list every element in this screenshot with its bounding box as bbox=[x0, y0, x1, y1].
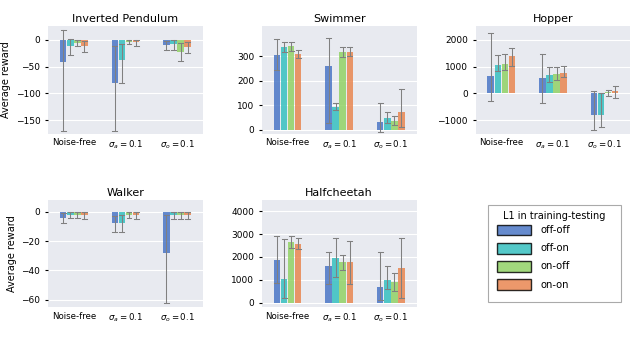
Bar bbox=[384, 118, 390, 130]
Bar bbox=[81, 212, 88, 215]
FancyBboxPatch shape bbox=[497, 261, 531, 272]
Bar bbox=[177, 212, 184, 215]
Bar bbox=[60, 212, 67, 217]
Bar bbox=[325, 265, 332, 303]
FancyBboxPatch shape bbox=[497, 279, 531, 290]
Bar bbox=[377, 122, 383, 130]
Bar bbox=[74, 40, 81, 43]
Bar bbox=[339, 262, 346, 303]
Bar bbox=[332, 258, 339, 303]
FancyBboxPatch shape bbox=[488, 205, 621, 302]
Bar bbox=[391, 120, 397, 130]
Bar bbox=[502, 64, 508, 94]
Bar bbox=[184, 212, 191, 215]
Bar bbox=[125, 40, 132, 42]
Bar bbox=[67, 40, 74, 46]
Bar bbox=[133, 40, 140, 42]
Bar bbox=[325, 66, 332, 130]
Bar bbox=[81, 40, 88, 46]
Bar bbox=[170, 212, 177, 215]
Bar bbox=[539, 78, 545, 94]
Bar bbox=[125, 212, 132, 215]
Y-axis label: Average reward: Average reward bbox=[7, 215, 17, 292]
Bar bbox=[111, 212, 118, 223]
Bar bbox=[391, 282, 397, 303]
Title: Walker: Walker bbox=[106, 188, 145, 198]
Bar bbox=[398, 268, 404, 303]
Title: Halfcheetah: Halfcheetah bbox=[305, 188, 373, 198]
Bar bbox=[377, 287, 383, 303]
Bar bbox=[281, 47, 287, 130]
FancyBboxPatch shape bbox=[497, 225, 531, 235]
Bar bbox=[274, 261, 280, 303]
Bar bbox=[347, 262, 353, 303]
Bar bbox=[384, 280, 390, 303]
Text: L1 in training-testing: L1 in training-testing bbox=[504, 211, 606, 221]
Bar bbox=[295, 244, 301, 303]
Bar bbox=[488, 76, 494, 94]
Text: off-on: off-on bbox=[541, 243, 570, 253]
Bar bbox=[398, 112, 404, 130]
Bar bbox=[332, 107, 339, 130]
Title: Hopper: Hopper bbox=[532, 14, 573, 24]
Bar bbox=[612, 91, 618, 94]
Bar bbox=[67, 212, 74, 215]
Bar bbox=[546, 75, 553, 94]
Bar bbox=[339, 52, 346, 130]
Bar bbox=[509, 56, 515, 94]
Text: on-on: on-on bbox=[541, 280, 569, 289]
Bar bbox=[561, 72, 567, 94]
Bar bbox=[133, 212, 140, 215]
FancyBboxPatch shape bbox=[497, 243, 531, 253]
Bar bbox=[605, 92, 611, 94]
Bar bbox=[591, 94, 597, 115]
Bar bbox=[163, 40, 170, 45]
Bar bbox=[288, 46, 294, 130]
Bar bbox=[177, 40, 184, 52]
Bar bbox=[184, 40, 191, 47]
Text: off-off: off-off bbox=[541, 225, 570, 235]
Bar bbox=[295, 54, 301, 130]
Text: on-off: on-off bbox=[541, 262, 570, 271]
Title: Inverted Pendulum: Inverted Pendulum bbox=[72, 14, 179, 24]
Bar bbox=[118, 40, 125, 60]
Title: Swimmer: Swimmer bbox=[313, 14, 365, 24]
Bar bbox=[60, 40, 67, 62]
Bar bbox=[288, 242, 294, 303]
Bar bbox=[111, 40, 118, 83]
Bar bbox=[118, 212, 125, 223]
Bar bbox=[598, 94, 604, 115]
Bar bbox=[170, 40, 177, 44]
Bar bbox=[281, 279, 287, 303]
Bar bbox=[495, 65, 501, 94]
Bar bbox=[163, 212, 170, 253]
Bar bbox=[553, 74, 560, 94]
Bar bbox=[347, 52, 353, 130]
Y-axis label: Average reward: Average reward bbox=[1, 42, 12, 118]
Bar bbox=[274, 55, 280, 130]
Bar bbox=[74, 212, 81, 215]
